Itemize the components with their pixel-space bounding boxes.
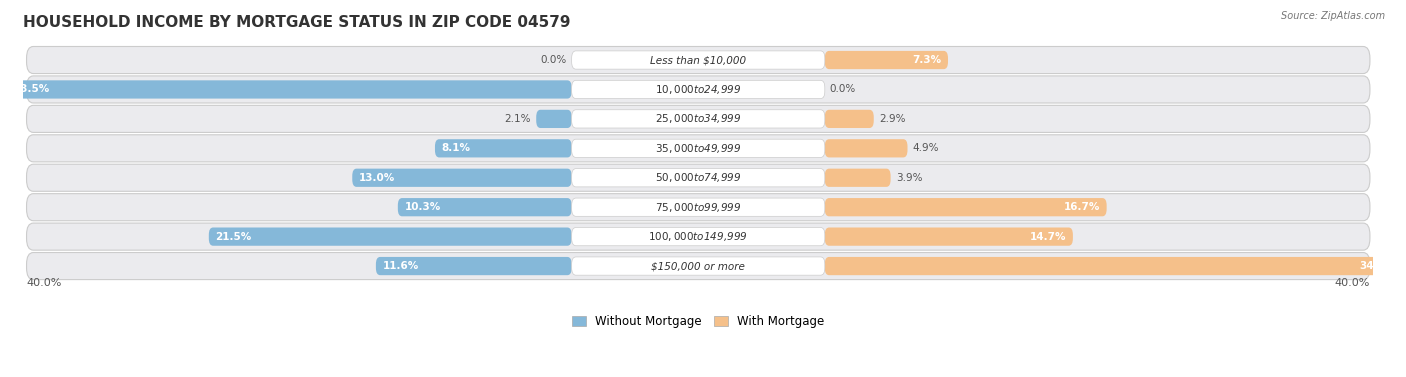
FancyBboxPatch shape [27,194,1369,221]
Text: 8.1%: 8.1% [441,143,471,153]
FancyBboxPatch shape [27,253,1369,280]
FancyBboxPatch shape [434,139,572,158]
Text: Source: ZipAtlas.com: Source: ZipAtlas.com [1281,11,1385,21]
FancyBboxPatch shape [825,227,1073,246]
FancyBboxPatch shape [27,76,1369,103]
FancyBboxPatch shape [572,80,825,98]
FancyBboxPatch shape [536,110,572,128]
FancyBboxPatch shape [825,139,907,158]
FancyBboxPatch shape [825,257,1402,275]
FancyBboxPatch shape [27,105,1369,132]
Text: 2.9%: 2.9% [879,114,905,124]
Text: $10,000 to $24,999: $10,000 to $24,999 [655,83,741,96]
Text: 13.0%: 13.0% [359,173,395,183]
Text: HOUSEHOLD INCOME BY MORTGAGE STATUS IN ZIP CODE 04579: HOUSEHOLD INCOME BY MORTGAGE STATUS IN Z… [22,15,571,30]
FancyBboxPatch shape [572,169,825,187]
Text: 2.1%: 2.1% [505,114,531,124]
FancyBboxPatch shape [27,46,1369,74]
Legend: Without Mortgage, With Mortgage: Without Mortgage, With Mortgage [567,311,830,333]
FancyBboxPatch shape [27,223,1369,250]
FancyBboxPatch shape [27,135,1369,162]
FancyBboxPatch shape [209,227,572,246]
FancyBboxPatch shape [572,51,825,69]
Text: 0.0%: 0.0% [830,84,856,95]
Text: 10.3%: 10.3% [405,202,441,212]
Text: $75,000 to $99,999: $75,000 to $99,999 [655,201,741,214]
FancyBboxPatch shape [375,257,572,275]
Text: 40.0%: 40.0% [27,278,62,288]
FancyBboxPatch shape [825,169,890,187]
Text: 0.0%: 0.0% [540,55,567,65]
FancyBboxPatch shape [825,51,948,69]
FancyBboxPatch shape [6,80,572,98]
FancyBboxPatch shape [572,227,825,246]
FancyBboxPatch shape [572,139,825,158]
Text: 14.7%: 14.7% [1029,231,1066,242]
Text: 3.9%: 3.9% [896,173,922,183]
Text: $35,000 to $49,999: $35,000 to $49,999 [655,142,741,155]
Text: 21.5%: 21.5% [215,231,252,242]
Text: $100,000 to $149,999: $100,000 to $149,999 [648,230,748,243]
Text: Less than $10,000: Less than $10,000 [650,55,747,65]
Text: $150,000 or more: $150,000 or more [651,261,745,271]
FancyBboxPatch shape [398,198,572,216]
Text: $25,000 to $34,999: $25,000 to $34,999 [655,112,741,126]
FancyBboxPatch shape [825,198,1107,216]
Text: $50,000 to $74,999: $50,000 to $74,999 [655,171,741,184]
FancyBboxPatch shape [27,164,1369,191]
FancyBboxPatch shape [825,110,873,128]
FancyBboxPatch shape [572,110,825,128]
FancyBboxPatch shape [572,198,825,216]
Text: 40.0%: 40.0% [1334,278,1369,288]
FancyBboxPatch shape [572,257,825,275]
Text: 11.6%: 11.6% [382,261,419,271]
Text: 7.3%: 7.3% [912,55,941,65]
Text: 16.7%: 16.7% [1063,202,1099,212]
FancyBboxPatch shape [353,169,572,187]
Text: 4.9%: 4.9% [912,143,939,153]
Text: 33.5%: 33.5% [13,84,49,95]
Text: 34.2%: 34.2% [1358,261,1395,271]
